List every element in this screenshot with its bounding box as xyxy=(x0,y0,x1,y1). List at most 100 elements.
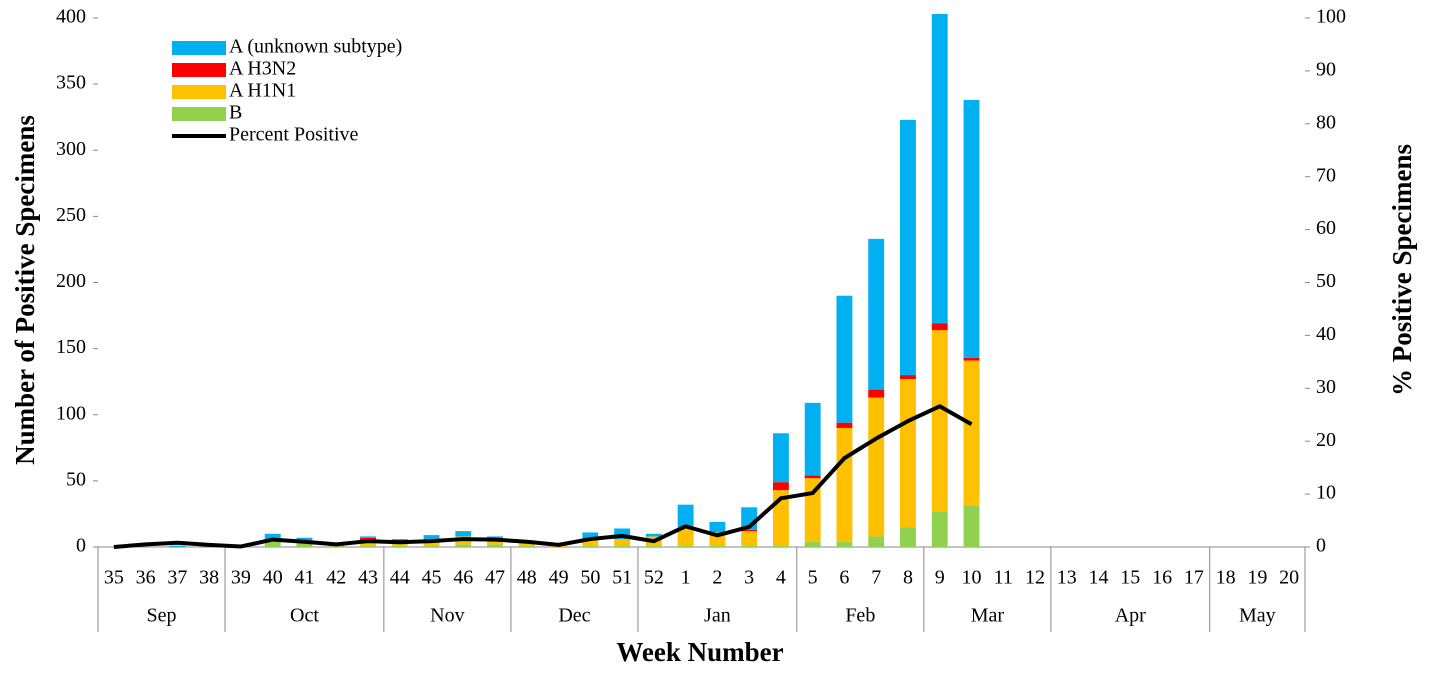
y2-tick-label: 60 xyxy=(1316,217,1336,239)
x-group-label: Mar xyxy=(971,605,1005,627)
bar-segment xyxy=(900,379,916,528)
bar-segment xyxy=(487,544,503,547)
x-group-label: May xyxy=(1239,605,1276,627)
bar-segment xyxy=(614,539,631,546)
bar-segment xyxy=(296,537,313,541)
y-tick-label: 150 xyxy=(56,336,86,358)
y2-tick-label: 40 xyxy=(1316,323,1336,345)
y-tick-label: 300 xyxy=(56,138,86,160)
legend-label: B xyxy=(229,102,242,124)
bar-segment xyxy=(963,357,980,361)
x-tick-label: 46 xyxy=(453,567,473,589)
bar-segment xyxy=(836,295,853,423)
x-tick-label: 16 xyxy=(1152,567,1172,589)
x-tick-label: 13 xyxy=(1057,567,1077,589)
x-tick-label: 51 xyxy=(612,567,632,589)
legend-swatch xyxy=(172,41,226,55)
bar-segment xyxy=(900,375,916,380)
bar-segment xyxy=(868,397,885,537)
x-tick-label: 15 xyxy=(1120,567,1140,589)
x-tick-label: 8 xyxy=(903,567,913,589)
bar-segment xyxy=(391,545,408,547)
x-group-label: Dec xyxy=(558,605,590,627)
y-tick-label: 0 xyxy=(76,535,86,557)
y2-tick-label: 70 xyxy=(1316,164,1336,186)
bar-segment xyxy=(677,545,694,547)
y2-axis-title: % Positive Specimens xyxy=(1387,144,1417,396)
x-group-label: Jan xyxy=(704,605,731,627)
bar-segment xyxy=(836,422,853,428)
bar-segment xyxy=(963,99,980,358)
legend-label: A H1N1 xyxy=(229,80,296,102)
bar-segment xyxy=(931,323,948,331)
x-tick-label: 43 xyxy=(358,567,378,589)
x-tick-label: 48 xyxy=(517,567,537,589)
bar-segment xyxy=(455,531,472,537)
bar-segment xyxy=(804,541,821,547)
bar-segment xyxy=(741,529,758,532)
bar-segment xyxy=(963,506,980,547)
bar-segment xyxy=(741,545,758,547)
bar-segment xyxy=(931,330,948,512)
bar-segment xyxy=(296,543,313,547)
bar-segment xyxy=(264,533,281,540)
bar-segment xyxy=(423,545,440,547)
bar-segment xyxy=(900,527,916,547)
x-tick-label: 49 xyxy=(549,567,569,589)
bar-segment xyxy=(518,545,535,547)
y-tick-label: 350 xyxy=(56,72,86,94)
y-tick-label: 250 xyxy=(56,204,86,226)
bar-segment xyxy=(582,545,599,547)
x-tick-label: 17 xyxy=(1184,567,1204,589)
x-tick-label: 3 xyxy=(744,567,754,589)
bar-segment xyxy=(741,531,758,546)
x-tick-label: 9 xyxy=(935,567,945,589)
x-tick-label: 1 xyxy=(681,567,691,589)
bar-segment xyxy=(677,504,694,528)
x-tick-label: 52 xyxy=(644,567,664,589)
y2-tick-label: 0 xyxy=(1316,535,1326,557)
y-tick-label: 50 xyxy=(66,468,86,490)
x-tick-label: 10 xyxy=(961,567,981,589)
x-tick-label: 18 xyxy=(1216,567,1236,589)
bar-segment xyxy=(645,545,662,547)
legend-swatch xyxy=(172,63,226,77)
y-tick-label: 400 xyxy=(56,6,86,28)
x-tick-label: 14 xyxy=(1089,567,1109,589)
bar-segment xyxy=(582,532,599,540)
x-tick-label: 39 xyxy=(231,567,251,589)
bar-segment xyxy=(868,389,885,398)
bar-segment xyxy=(264,541,281,547)
bar-segment xyxy=(423,535,440,541)
bar-segment xyxy=(868,536,885,547)
bar-segment xyxy=(677,527,694,546)
x-tick-label: 12 xyxy=(1025,567,1045,589)
y-axis-title: Number of Positive Specimens xyxy=(10,115,40,465)
x-tick-label: 20 xyxy=(1279,567,1299,589)
bar-segment xyxy=(360,536,376,538)
x-tick-label: 50 xyxy=(580,567,600,589)
x-tick-label: 47 xyxy=(485,567,505,589)
x-tick-label: 42 xyxy=(326,567,346,589)
x-tick-label: 5 xyxy=(808,567,818,589)
x-tick-label: 44 xyxy=(390,567,410,589)
y2-tick-label: 20 xyxy=(1316,429,1336,451)
bar-segment xyxy=(772,433,789,483)
bar-segment xyxy=(963,360,980,507)
x-group-label: Apr xyxy=(1115,605,1146,627)
y2-tick-label: 50 xyxy=(1316,270,1336,292)
x-tick-label: 4 xyxy=(776,567,786,589)
x-tick-label: 7 xyxy=(871,567,881,589)
y2-tick-label: 10 xyxy=(1316,482,1336,504)
legend-swatch xyxy=(172,85,226,99)
y2-tick-label: 80 xyxy=(1316,111,1336,133)
line-series xyxy=(113,404,973,549)
x-tick-label: 41 xyxy=(294,567,314,589)
bar-segment xyxy=(360,545,376,547)
x-tick-label: 19 xyxy=(1247,567,1267,589)
x-tick-label: 37 xyxy=(167,567,187,589)
x-group-label: Oct xyxy=(290,605,319,627)
x-tick-label: 40 xyxy=(263,567,283,589)
x-group-label: Nov xyxy=(430,605,464,627)
bar-segment xyxy=(900,119,916,376)
